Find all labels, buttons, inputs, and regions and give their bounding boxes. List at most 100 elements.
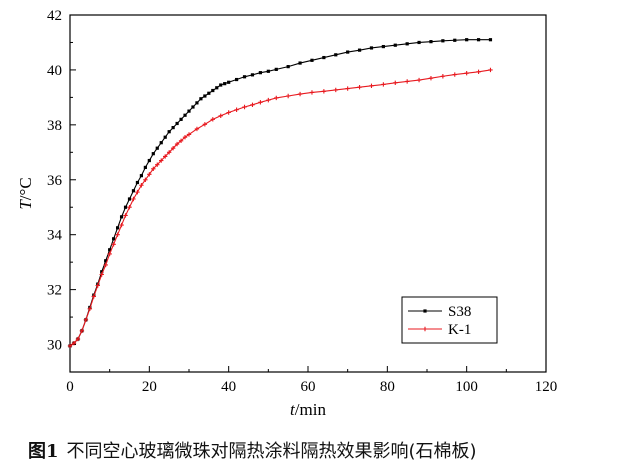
x-tick-label: 20 xyxy=(142,379,157,395)
data-point xyxy=(298,61,302,65)
data-point xyxy=(194,126,200,132)
data-point xyxy=(143,177,148,182)
data-point xyxy=(159,158,164,163)
data-point xyxy=(242,104,247,110)
figure-label: 图1 xyxy=(28,441,59,462)
x-axis-unit: /min xyxy=(295,400,327,419)
series-k-1 xyxy=(67,67,493,349)
data-point xyxy=(151,152,155,156)
data-point xyxy=(199,97,203,101)
y-tick-label: 42 xyxy=(47,8,62,24)
data-point xyxy=(104,259,108,263)
data-point xyxy=(79,328,85,334)
data-point xyxy=(274,67,278,71)
y-axis-title: T/°C xyxy=(16,177,35,209)
data-point xyxy=(258,100,263,105)
data-point xyxy=(215,86,219,90)
data-point xyxy=(381,44,385,49)
data-point xyxy=(345,86,350,91)
data-point xyxy=(258,71,262,75)
data-point xyxy=(155,146,159,150)
data-point xyxy=(127,205,132,210)
data-point xyxy=(183,113,187,117)
data-point xyxy=(203,94,207,98)
y-tick-label: 32 xyxy=(47,283,62,299)
y-tick-label: 40 xyxy=(47,63,62,79)
x-tick-label: 80 xyxy=(380,379,395,395)
data-point xyxy=(135,180,140,185)
data-point xyxy=(119,222,124,228)
data-point xyxy=(170,145,176,151)
data-point xyxy=(123,213,128,218)
data-point xyxy=(139,174,143,178)
y-tick-label: 30 xyxy=(47,338,62,354)
y-tick-label: 36 xyxy=(47,173,63,189)
data-point xyxy=(357,48,362,52)
data-point xyxy=(226,110,231,115)
data-point xyxy=(131,196,136,202)
legend-label: K-1 xyxy=(448,322,471,338)
data-point xyxy=(67,343,73,349)
data-point xyxy=(178,138,184,143)
data-point xyxy=(174,141,180,147)
data-point xyxy=(309,90,315,95)
legend-marker xyxy=(422,326,428,332)
data-point xyxy=(464,71,469,76)
data-point xyxy=(428,75,434,81)
data-point xyxy=(297,91,303,97)
data-point xyxy=(227,80,231,84)
data-point xyxy=(171,125,175,130)
data-point xyxy=(405,42,409,46)
data-point xyxy=(119,215,124,219)
data-point xyxy=(465,38,469,42)
x-axis-symbol: t xyxy=(290,400,296,419)
data-point xyxy=(182,135,188,140)
data-point xyxy=(91,294,96,299)
data-point xyxy=(87,306,93,312)
data-point xyxy=(195,101,199,105)
data-point xyxy=(322,55,326,60)
data-point xyxy=(321,89,327,94)
data-point xyxy=(131,189,136,193)
data-point xyxy=(266,97,271,103)
x-axis-title: t/min xyxy=(290,400,326,419)
series-layer xyxy=(67,38,493,349)
data-point xyxy=(71,340,77,346)
legend-box xyxy=(401,296,498,344)
legend-marker xyxy=(423,309,427,313)
data-point xyxy=(242,75,247,79)
data-point xyxy=(393,80,398,86)
data-point xyxy=(235,77,239,82)
data-point xyxy=(163,154,168,159)
data-point xyxy=(111,242,116,247)
data-point xyxy=(166,150,172,155)
y-tick-label: 34 xyxy=(47,228,63,244)
data-point xyxy=(163,135,167,139)
data-point xyxy=(211,88,215,93)
data-point xyxy=(250,102,255,107)
data-point xyxy=(333,87,338,93)
data-point xyxy=(155,162,160,167)
data-point xyxy=(123,205,128,209)
data-point xyxy=(417,40,421,45)
data-point xyxy=(334,53,338,57)
y-axis-symbol: T xyxy=(16,199,35,210)
data-point xyxy=(476,38,481,42)
data-point xyxy=(266,69,270,73)
data-point xyxy=(175,121,179,126)
data-point xyxy=(127,197,132,201)
data-point xyxy=(179,117,183,121)
x-tick-label: 120 xyxy=(535,379,558,395)
data-point xyxy=(143,165,147,170)
data-point xyxy=(218,113,223,118)
data-point xyxy=(139,183,144,188)
x-tick-label: 60 xyxy=(301,379,316,395)
data-point xyxy=(112,237,116,241)
y-axis-unit: /°C xyxy=(16,177,35,200)
data-point xyxy=(250,73,255,77)
data-point xyxy=(357,85,362,90)
data-point xyxy=(310,58,314,62)
figure-caption: 图1 不同空心玻璃微珠对隔热涂料隔热效果影响(石棉板) xyxy=(28,437,477,463)
data-point xyxy=(186,132,192,137)
data-point xyxy=(404,79,410,84)
